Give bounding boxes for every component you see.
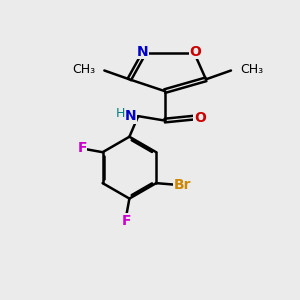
Text: H: H — [116, 107, 125, 120]
Text: O: O — [190, 45, 202, 59]
Text: Br: Br — [174, 178, 191, 192]
Text: F: F — [77, 141, 87, 155]
Text: O: O — [194, 111, 206, 124]
Text: N: N — [125, 109, 137, 123]
Text: CH₃: CH₃ — [72, 62, 95, 76]
Text: CH₃: CH₃ — [240, 62, 263, 76]
Text: N: N — [137, 45, 148, 59]
Text: F: F — [122, 214, 131, 228]
